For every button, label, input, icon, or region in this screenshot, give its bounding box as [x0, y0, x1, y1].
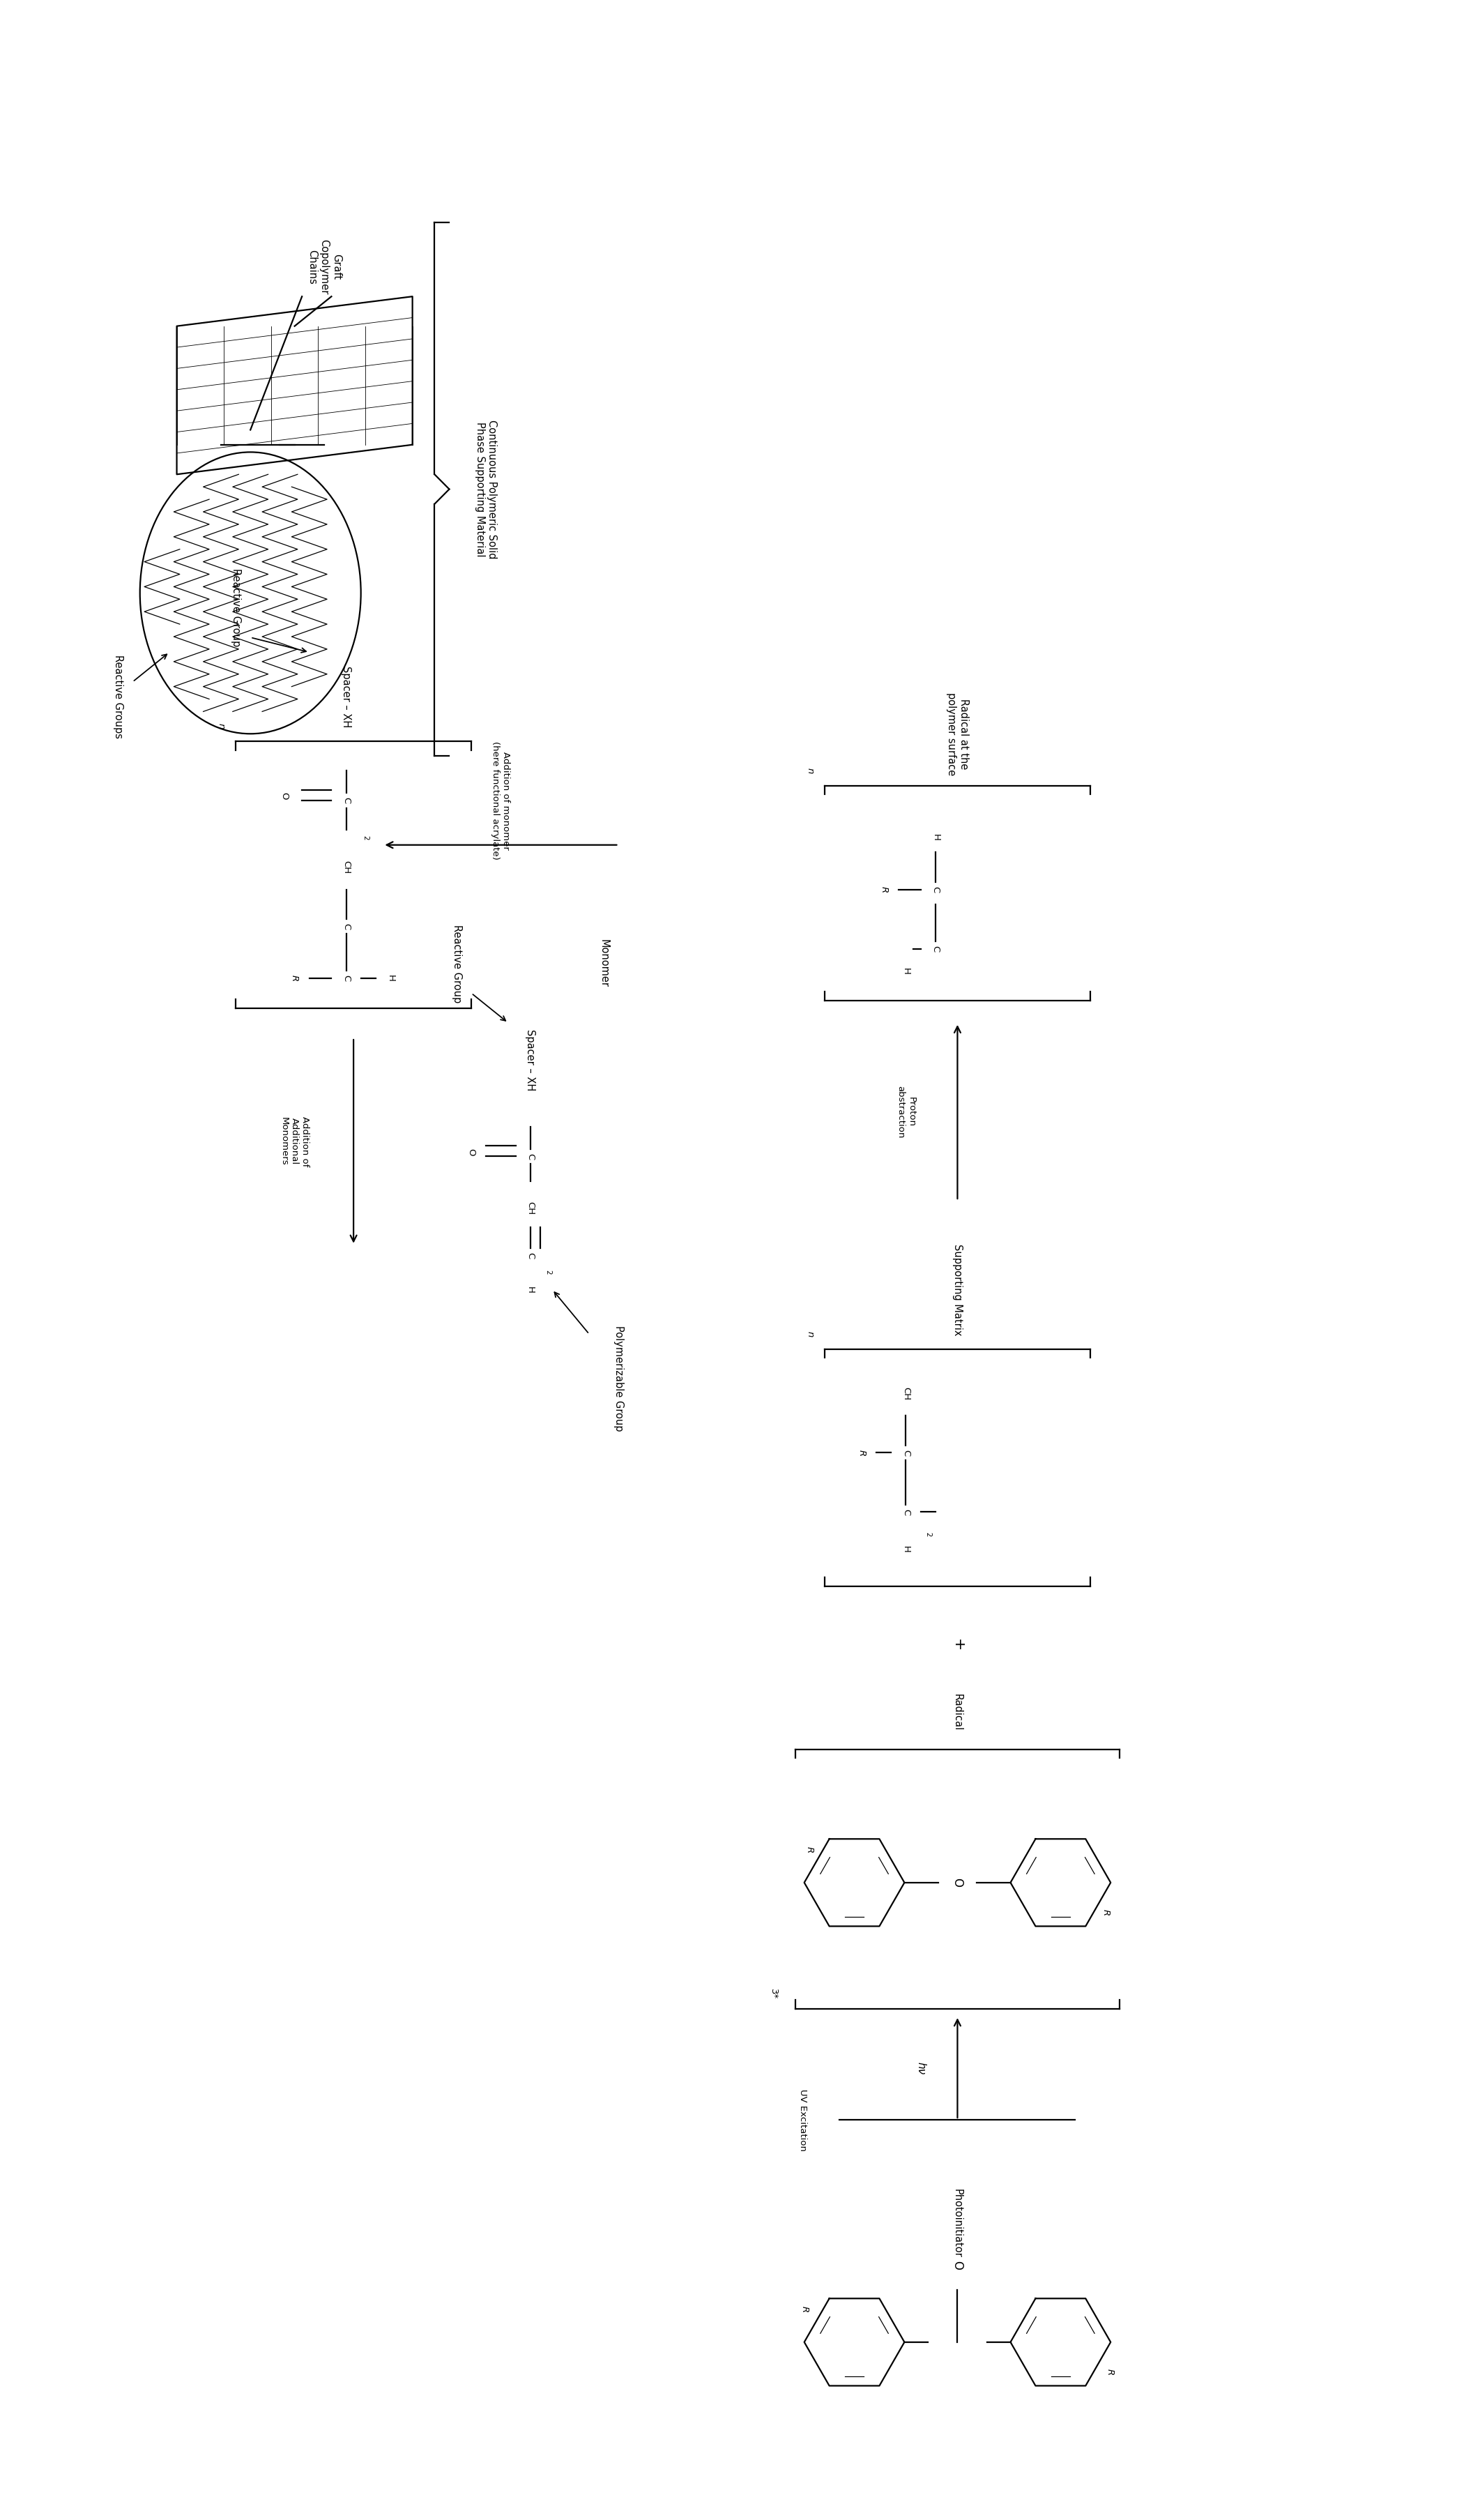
Text: Proton
abstraction: Proton abstraction	[896, 1086, 916, 1139]
Text: n: n	[806, 1331, 815, 1338]
Text: O: O	[952, 2260, 963, 2271]
Text: Radical at the
polymer surface: Radical at the polymer surface	[946, 693, 969, 776]
Text: Reactive Group: Reactive Group	[230, 570, 242, 648]
Text: Addition of
Additional
Monomers: Addition of Additional Monomers	[280, 1116, 309, 1167]
Text: C: C	[342, 922, 351, 930]
Text: Graft
Copolymer
Chains: Graft Copolymer Chains	[306, 239, 342, 295]
Text: C: C	[931, 887, 940, 892]
Text: CH: CH	[342, 859, 351, 874]
Text: H: H	[901, 1545, 910, 1552]
Text: H: H	[931, 834, 940, 842]
Text: C: C	[526, 1154, 535, 1159]
Text: 2: 2	[545, 1270, 551, 1275]
Text: CH: CH	[526, 1202, 535, 1215]
Text: C: C	[901, 1449, 910, 1457]
Text: Continuous Polymeric Solid
Phase Supporting Material: Continuous Polymeric Solid Phase Support…	[474, 421, 498, 559]
Text: O: O	[952, 1877, 963, 1887]
Text: C: C	[901, 1509, 910, 1515]
Text: C: C	[931, 945, 940, 953]
Text: O: O	[467, 1149, 476, 1157]
Text: 2: 2	[925, 1532, 931, 1537]
Text: Reactive Group: Reactive Group	[451, 925, 463, 1003]
Text: +: +	[950, 1638, 965, 1653]
Text: R: R	[857, 1449, 866, 1457]
Text: Photoinitiator: Photoinitiator	[952, 2190, 963, 2258]
Text: R: R	[804, 1847, 813, 1852]
Text: Spacer – XH: Spacer – XH	[524, 1028, 536, 1091]
Text: R: R	[1106, 2369, 1115, 2374]
Text: O: O	[280, 791, 289, 799]
Text: C: C	[342, 975, 351, 983]
Text: R: R	[800, 2306, 809, 2313]
Text: Polymerizable Group: Polymerizable Group	[613, 1326, 625, 1431]
Text: C: C	[342, 796, 351, 804]
Text: Reactive Groups: Reactive Groups	[112, 655, 124, 738]
Text: Supporting Matrix: Supporting Matrix	[952, 1245, 963, 1336]
Text: C: C	[526, 1252, 535, 1260]
Text: R: R	[1102, 1910, 1111, 1915]
Text: n: n	[217, 723, 225, 728]
Text: n: n	[806, 769, 815, 774]
Text: UV Excitation: UV Excitation	[798, 2089, 807, 2150]
Text: H: H	[526, 1285, 535, 1293]
Text: 3*: 3*	[769, 1988, 778, 1998]
Text: R: R	[290, 975, 299, 983]
Text: H: H	[386, 975, 395, 983]
Text: 2: 2	[362, 834, 368, 839]
Text: Radical: Radical	[952, 1693, 963, 1731]
Text: Monomer: Monomer	[598, 940, 610, 988]
Text: R: R	[879, 887, 888, 892]
Text: H: H	[901, 968, 910, 975]
Text: Spacer – XH: Spacer – XH	[340, 665, 352, 728]
Text: CH: CH	[901, 1386, 910, 1401]
Text: Addition of monomer
(here functional acrylate): Addition of monomer (here functional acr…	[491, 741, 511, 859]
Text: hν: hν	[915, 2061, 927, 2074]
